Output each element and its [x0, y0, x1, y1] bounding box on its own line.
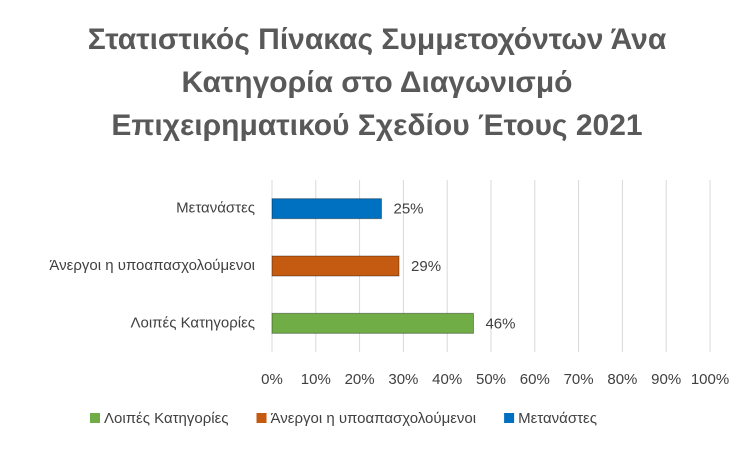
- x-tick-label: 60%: [520, 371, 550, 388]
- x-tick-label: 10%: [301, 371, 331, 388]
- legend-swatch: [256, 413, 267, 423]
- x-tick-label: 20%: [345, 371, 375, 388]
- legend-swatch: [504, 413, 515, 423]
- x-tick-label: 70%: [564, 371, 594, 388]
- x-tick-label: 40%: [432, 371, 462, 388]
- y-tick-label: Μετανάστες: [176, 200, 255, 217]
- x-tick-label: 80%: [607, 371, 637, 388]
- x-tick-label: 0%: [261, 371, 283, 388]
- y-tick-label: Άνεργοι η υποαπασχολούμενοι: [49, 257, 255, 274]
- y-tick-label: Λοιπές Κατηγορίες: [130, 314, 255, 331]
- legend-label: Μετανάστες: [518, 410, 597, 427]
- x-tick-label: 100%: [691, 371, 729, 388]
- data-label: 29%: [411, 258, 441, 275]
- bar: [271, 198, 382, 220]
- data-label: 25%: [394, 201, 424, 218]
- legend-label: Άνεργοι η υποαπασχολούμενοι: [271, 410, 477, 427]
- bar: [271, 312, 474, 334]
- x-tick-label: 30%: [388, 371, 418, 388]
- legend-label: Λοιπές Κατηγορίες: [104, 410, 229, 427]
- x-tick-label: 90%: [651, 371, 681, 388]
- data-label: 46%: [485, 315, 515, 332]
- legend-swatch: [90, 413, 100, 423]
- bar: [271, 255, 400, 277]
- chart-title: Στατιστικός Πίνακας Συμμετοχόντων Άνα Κα…: [87, 23, 667, 142]
- x-tick-label: 50%: [476, 371, 506, 388]
